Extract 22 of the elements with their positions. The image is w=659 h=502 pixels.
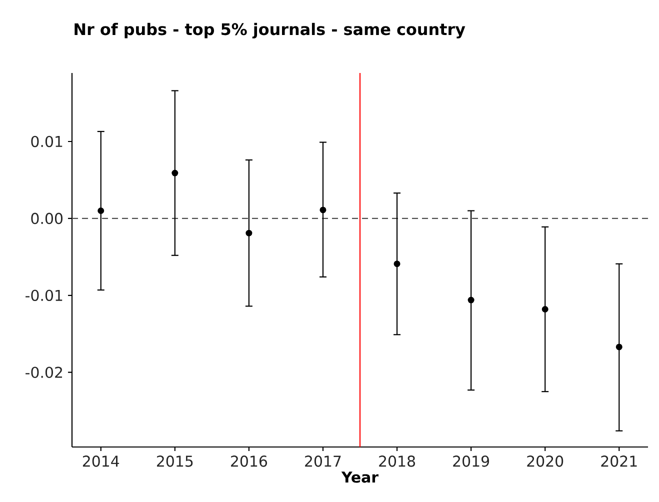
point [542,306,548,312]
x-axis-title: Year [341,472,378,483]
y-tick-label: 0.00 [31,212,62,224]
y-tick-label: 0.01 [31,136,62,148]
point [246,230,252,236]
point [98,207,104,214]
x-tick-label: 2016 [231,456,268,467]
point [394,260,400,268]
point [172,170,178,176]
y-tick-label: -0.02 [26,366,62,378]
x-tick-label: 2019 [453,456,490,467]
x-tick-label: 2015 [156,456,193,467]
point [320,206,326,214]
x-tick-label: 2018 [379,456,415,467]
point [616,344,622,350]
x-tick-label: 2021 [601,456,637,467]
x-tick-label: 2020 [527,456,564,467]
y-tick-label: -0.01 [26,290,62,302]
chart-title: Nr of pubs - top 5% journals - same country [74,22,466,38]
x-tick-label: 2014 [82,456,120,467]
x-tick-label: 2017 [305,456,341,467]
point [468,296,474,304]
